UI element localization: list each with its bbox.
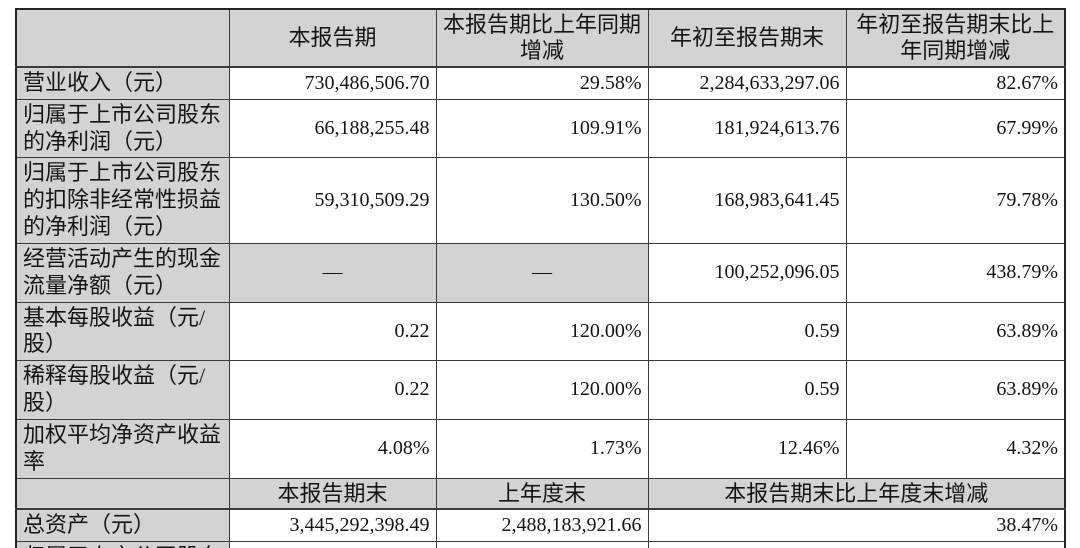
cell-value: 1,376,318,988.98	[435, 541, 649, 548]
corner-cell	[15, 8, 230, 68]
cell-value: 730,486,506.70	[228, 66, 437, 100]
section1-header-row: 本报告期 本报告期比上年同期 增减 年初至报告期末 年初至报告期末比上 年同期增…	[15, 8, 1066, 68]
row-label: 加权平均净资产收益 率	[15, 418, 230, 479]
cell-value: 438.79%	[845, 242, 1066, 303]
cell-value: 66,188,255.48	[228, 98, 437, 159]
cell-value: 1.73%	[435, 418, 649, 479]
col-header-end-of-period: 本报告期末	[228, 477, 437, 511]
col-header-ytd: 年初至报告期末	[647, 8, 847, 68]
cell-value: 1,662,642,178.02	[228, 541, 437, 548]
cell-value: 29.58%	[435, 66, 649, 100]
cell-value: 168,983,641.45	[647, 157, 847, 244]
cell-value: 63.89%	[845, 301, 1066, 362]
table-row-revenue: 营业收入（元） 730,486,506.70 29.58% 2,284,633,…	[15, 66, 1066, 100]
table-row-net-profit-excl-nonrecurring: 归属于上市公司股东 的扣除非经常性损益 的净利润（元） 59,310,509.2…	[15, 157, 1066, 244]
cell-value: 82.67%	[845, 66, 1066, 100]
row-label: 稀释每股收益（元/ 股）	[15, 360, 230, 420]
table-row-net-profit: 归属于上市公司股东 的净利润（元） 66,188,255.48 109.91% …	[15, 98, 1066, 159]
cell-value: 67.99%	[845, 98, 1066, 159]
table-row-basic-eps: 基本每股收益（元/ 股） 0.22 120.00% 0.59 63.89%	[15, 301, 1066, 362]
cell-value: 2,488,183,921.66	[435, 508, 649, 543]
cell-value: 59,310,509.29	[228, 157, 437, 244]
row-label: 归属于上市公司股东 的所有者权益（元）	[15, 541, 230, 548]
col-header-end-of-last-year: 上年度末	[435, 477, 649, 511]
row-label: 营业收入（元）	[15, 66, 230, 100]
cell-value: 3,445,292,398.49	[228, 508, 437, 543]
table-row-diluted-eps: 稀释每股收益（元/ 股） 0.22 120.00% 0.59 63.89%	[15, 360, 1066, 420]
cell-value: 109.91%	[435, 98, 649, 159]
row-label: 归属于上市公司股东 的扣除非经常性损益 的净利润（元）	[15, 157, 230, 244]
cell-value: 0.59	[647, 301, 847, 362]
corner-cell	[15, 477, 230, 511]
cell-value: 4.08%	[228, 418, 437, 479]
cell-value: 100,252,096.05	[647, 242, 847, 303]
cell-value: 0.22	[228, 301, 437, 362]
cell-value: 120.00%	[435, 360, 649, 420]
table-row-equity-attributable-to-shareholders: 归属于上市公司股东 的所有者权益（元） 1,662,642,178.02 1,3…	[15, 541, 1066, 548]
cell-value-dash: —	[435, 242, 649, 303]
col-header-current-period-yoy-change: 本报告期比上年同期 增减	[435, 8, 649, 68]
cell-value: 120.00%	[435, 301, 649, 362]
cell-value: 2,284,633,297.06	[647, 66, 847, 100]
cell-value: 130.50%	[435, 157, 649, 244]
cell-value: 20.80%	[647, 541, 1066, 548]
col-header-change-vs-last-year-end: 本报告期末比上年度末增减	[647, 477, 1066, 511]
row-label: 经营活动产生的现金 流量净额（元）	[15, 242, 230, 303]
col-header-current-period: 本报告期	[228, 8, 437, 68]
row-label: 总资产（元）	[15, 508, 230, 543]
cell-value: 79.78%	[845, 157, 1066, 244]
col-header-ytd-yoy-change: 年初至报告期末比上 年同期增减	[845, 8, 1066, 68]
section2-header-row: 本报告期末 上年度末 本报告期末比上年度末增减	[15, 477, 1066, 511]
table-row-total-assets: 总资产（元） 3,445,292,398.49 2,488,183,921.66…	[15, 508, 1066, 543]
cell-value: 0.59	[647, 360, 847, 420]
cell-value: 4.32%	[845, 418, 1066, 479]
cell-value: 12.46%	[647, 418, 847, 479]
key-financials-table: 本报告期 本报告期比上年同期 增减 年初至报告期末 年初至报告期末比上 年同期增…	[15, 8, 1066, 548]
cell-value: 38.47%	[647, 508, 1066, 543]
cell-value: 181,924,613.76	[647, 98, 847, 159]
cell-value: 63.89%	[845, 360, 1066, 420]
table-row-weighted-avg-roe: 加权平均净资产收益 率 4.08% 1.73% 12.46% 4.32%	[15, 418, 1066, 479]
row-label: 基本每股收益（元/ 股）	[15, 301, 230, 362]
row-label: 归属于上市公司股东 的净利润（元）	[15, 98, 230, 159]
cell-value: 0.22	[228, 360, 437, 420]
cell-value-dash: —	[228, 242, 437, 303]
table-row-operating-cash-flow: 经营活动产生的现金 流量净额（元） — — 100,252,096.05 438…	[15, 242, 1066, 303]
